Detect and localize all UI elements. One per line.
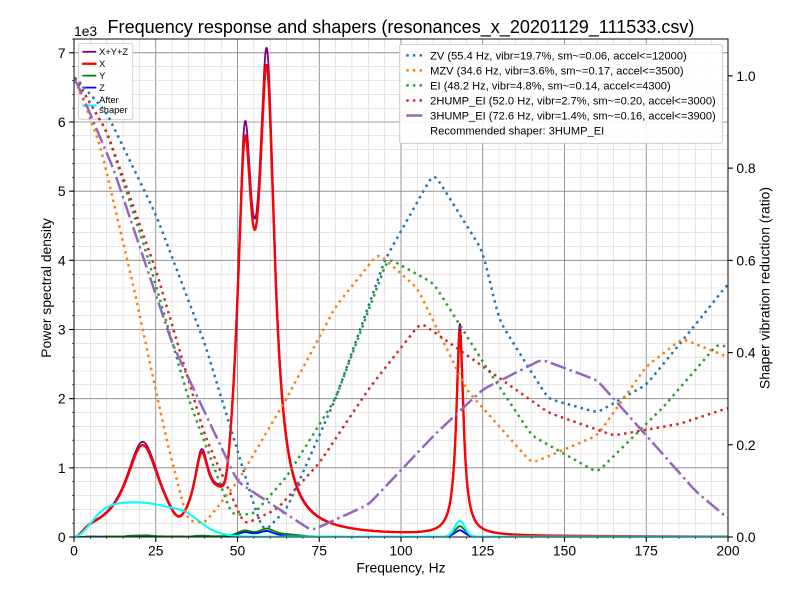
svg-text:shaper: shaper	[99, 105, 127, 115]
svg-text:After: After	[99, 95, 119, 105]
svg-text:125: 125	[471, 542, 494, 558]
svg-text:Frequency, Hz: Frequency, Hz	[356, 559, 445, 575]
svg-text:6: 6	[58, 114, 66, 130]
svg-text:2: 2	[58, 391, 66, 407]
svg-text:0: 0	[70, 542, 78, 558]
svg-text:175: 175	[635, 542, 658, 558]
svg-text:X: X	[99, 59, 105, 69]
svg-text:ZV (55.4 Hz, vibr=19.7%, sm~=0: ZV (55.4 Hz, vibr=19.7%, sm~=0.06, accel…	[430, 50, 687, 62]
svg-text:0.4: 0.4	[736, 345, 756, 361]
svg-text:2HUMP_EI (52.0 Hz, vibr=2.7%,: 2HUMP_EI (52.0 Hz, vibr=2.7%, sm~=0.20, …	[430, 95, 716, 107]
svg-text:100: 100	[389, 542, 412, 558]
svg-text:Shaper vibration reduction (ra: Shaper vibration reduction (ratio)	[757, 187, 773, 389]
svg-text:5: 5	[58, 183, 66, 199]
svg-text:150: 150	[553, 542, 576, 558]
svg-text:4: 4	[58, 252, 66, 268]
svg-text:3HUMP_EI (72.6 Hz, vibr=1.4%,: 3HUMP_EI (72.6 Hz, vibr=1.4%, sm~=0.16, …	[430, 110, 716, 122]
svg-text:Power spectral density: Power spectral density	[38, 218, 54, 358]
svg-text:Frequency response and shapers: Frequency response and shapers (resonanc…	[108, 17, 695, 38]
svg-text:50: 50	[230, 542, 246, 558]
svg-text:X+Y+Z: X+Y+Z	[99, 47, 128, 57]
svg-text:0.0: 0.0	[736, 529, 756, 545]
svg-text:1: 1	[58, 460, 66, 476]
svg-text:1.0: 1.0	[736, 68, 756, 84]
svg-text:0.8: 0.8	[736, 160, 756, 176]
svg-text:3: 3	[58, 322, 66, 338]
svg-text:EI (48.2 Hz, vibr=4.8%, sm~=0.: EI (48.2 Hz, vibr=4.8%, sm~=0.14, accel<…	[430, 80, 671, 92]
svg-text:7: 7	[58, 45, 66, 61]
svg-text:75: 75	[312, 542, 328, 558]
svg-text:Y: Y	[99, 71, 105, 81]
svg-text:0.2: 0.2	[736, 437, 756, 453]
svg-text:25: 25	[148, 542, 164, 558]
svg-text:Z: Z	[99, 83, 105, 93]
svg-text:0.6: 0.6	[736, 252, 756, 268]
svg-text:1e3: 1e3	[74, 23, 97, 39]
svg-text:0: 0	[58, 529, 66, 545]
svg-text:MZV (34.6 Hz, vibr=3.6%, sm~=0: MZV (34.6 Hz, vibr=3.6%, sm~=0.17, accel…	[430, 65, 684, 77]
svg-text:Recommended shaper: 3HUMP_EI: Recommended shaper: 3HUMP_EI	[430, 125, 604, 137]
